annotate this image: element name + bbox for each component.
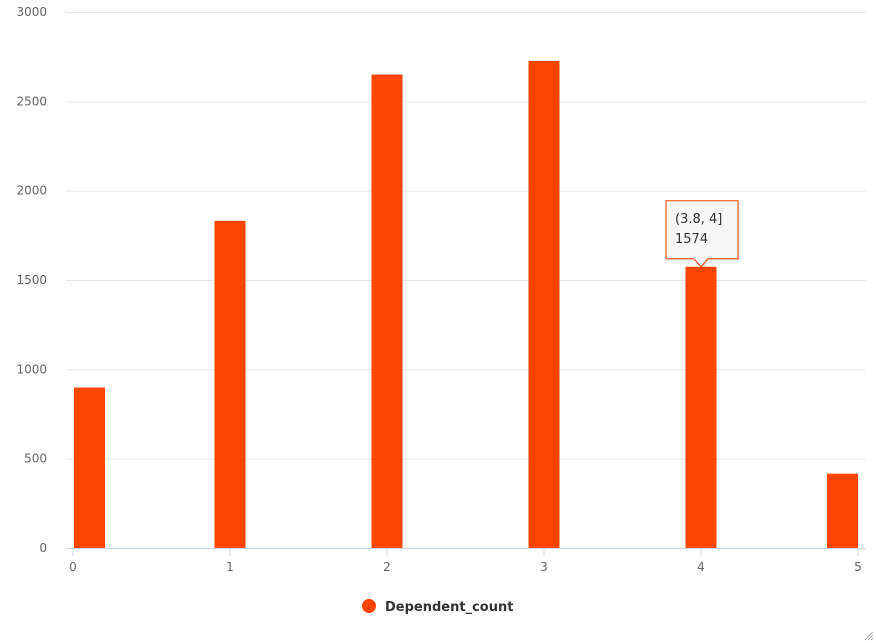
bar[interactable]	[528, 60, 560, 549]
y-tick-label: 0	[39, 541, 47, 555]
x-tick-label: 5	[854, 560, 862, 574]
y-axis-ticks: 0 500 1000 1500 2000 2500 3000	[16, 5, 47, 555]
bar[interactable]	[214, 220, 246, 548]
legend-label: Dependent_count	[385, 600, 513, 615]
x-axis-ticks: 0 1 2 3 4 5	[69, 548, 862, 574]
x-tick-label: 3	[540, 560, 548, 574]
resize-grip-icon[interactable]	[862, 629, 874, 641]
bars	[74, 60, 858, 549]
tooltip-value-label: 1574	[675, 232, 708, 247]
legend-item-dependent-count[interactable]: Dependent_count	[362, 599, 513, 615]
tooltip-box	[665, 200, 739, 268]
x-tick-label: 1	[226, 560, 234, 574]
y-tick-label: 500	[24, 452, 47, 466]
bar[interactable]	[685, 266, 717, 548]
legend-symbol	[362, 599, 376, 613]
tooltip: (3.8, 4] 1574	[665, 200, 739, 268]
y-tick-label: 1000	[16, 362, 47, 376]
bar[interactable]	[371, 74, 403, 549]
x-tick-label: 2	[383, 560, 391, 574]
bar[interactable]	[827, 473, 858, 548]
tooltip-range-label: (3.8, 4]	[675, 212, 722, 227]
y-tick-label: 3000	[16, 5, 47, 19]
x-tick-label: 4	[697, 560, 705, 574]
y-tick-label: 2500	[16, 94, 47, 108]
x-tick-label: 0	[69, 560, 77, 574]
bar[interactable]	[74, 387, 105, 548]
grid-lines	[66, 12, 866, 460]
y-tick-label: 1500	[16, 273, 47, 287]
y-tick-label: 2000	[16, 184, 47, 198]
